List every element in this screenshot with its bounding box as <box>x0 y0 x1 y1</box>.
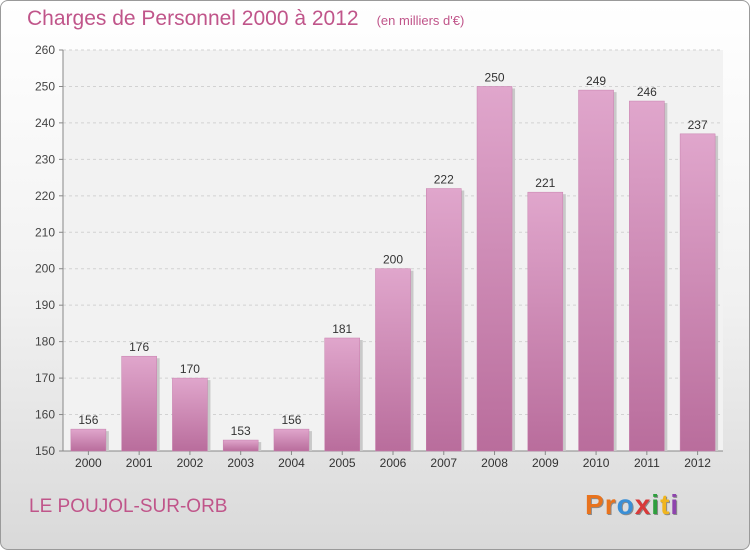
x-tick-label-2001: 2001 <box>126 456 153 470</box>
data-label-2007: 222 <box>434 173 454 187</box>
data-label-2012: 237 <box>688 118 708 132</box>
bar-2003 <box>222 439 259 452</box>
data-label-2011: 246 <box>637 85 657 99</box>
brand-letter: i <box>670 489 680 520</box>
brand-letter: P <box>585 489 605 520</box>
x-tick-label-2006: 2006 <box>380 456 407 470</box>
y-tick-label: 230 <box>35 152 55 166</box>
y-tick-label: 240 <box>35 116 55 130</box>
bar-2010 <box>578 89 614 452</box>
bar-2008 <box>476 86 513 452</box>
brand-letter: t <box>660 489 671 520</box>
x-tick-label-2003: 2003 <box>227 456 254 470</box>
y-tick-label: 180 <box>35 335 55 349</box>
y-tick-label: 210 <box>35 225 55 239</box>
data-label-2006: 200 <box>383 253 403 267</box>
y-tick-label: 220 <box>35 189 55 203</box>
brand-letter: x <box>634 489 652 520</box>
x-tick-label-2009: 2009 <box>532 456 559 470</box>
bar-2011 <box>629 100 665 452</box>
x-tick-label-2005: 2005 <box>329 456 356 470</box>
data-label-2004: 156 <box>281 413 301 427</box>
data-label-2000: 156 <box>78 413 98 427</box>
y-tick-label: 150 <box>35 444 55 458</box>
brand-letter: r <box>604 489 617 520</box>
proxiti-logo: Proxiti <box>585 489 679 521</box>
chart-title: Charges de Personnel 2000 à 2012 (en mill… <box>27 7 464 31</box>
bar-2009 <box>527 191 564 452</box>
chart-subtitle: (en milliers d'€) <box>376 13 465 28</box>
chart-title-text: Charges de Personnel 2000 à 2012 <box>27 7 359 30</box>
y-tick-label: 260 <box>35 43 55 57</box>
bar-2000 <box>70 428 107 452</box>
x-tick-label-2012: 2012 <box>684 456 711 470</box>
data-label-2001: 176 <box>129 340 149 354</box>
data-label-2009: 221 <box>535 176 555 190</box>
data-label-2010: 249 <box>586 74 606 88</box>
x-tick-label-2008: 2008 <box>481 456 508 470</box>
x-tick-label-2010: 2010 <box>583 456 610 470</box>
bar-2007 <box>426 188 462 452</box>
brand-letter: o <box>616 489 635 520</box>
data-label-2003: 153 <box>231 424 251 438</box>
x-tick-label-2007: 2007 <box>430 456 457 470</box>
bar-2001 <box>121 355 157 452</box>
x-tick-label-2004: 2004 <box>278 456 305 470</box>
y-tick-label: 250 <box>35 79 55 93</box>
bar-2004 <box>273 428 310 452</box>
x-tick-label-2000: 2000 <box>75 456 102 470</box>
y-tick-label: 200 <box>35 262 55 276</box>
y-tick-label: 160 <box>35 408 55 422</box>
data-label-2008: 250 <box>485 70 505 84</box>
x-tick-label-2011: 2011 <box>634 456 660 470</box>
y-tick-label: 190 <box>35 298 55 312</box>
bar-2012 <box>679 133 716 452</box>
commune-name: LE POUJOL-SUR-ORB <box>29 496 228 517</box>
bar-2002 <box>172 377 208 452</box>
bar-2006 <box>375 268 411 452</box>
data-label-2002: 170 <box>180 362 200 376</box>
y-tick-label: 170 <box>35 371 55 385</box>
bar-2005 <box>324 337 360 452</box>
x-tick-label-2002: 2002 <box>177 456 204 470</box>
data-label-2005: 181 <box>332 322 352 336</box>
brand-letter: i <box>651 489 661 520</box>
